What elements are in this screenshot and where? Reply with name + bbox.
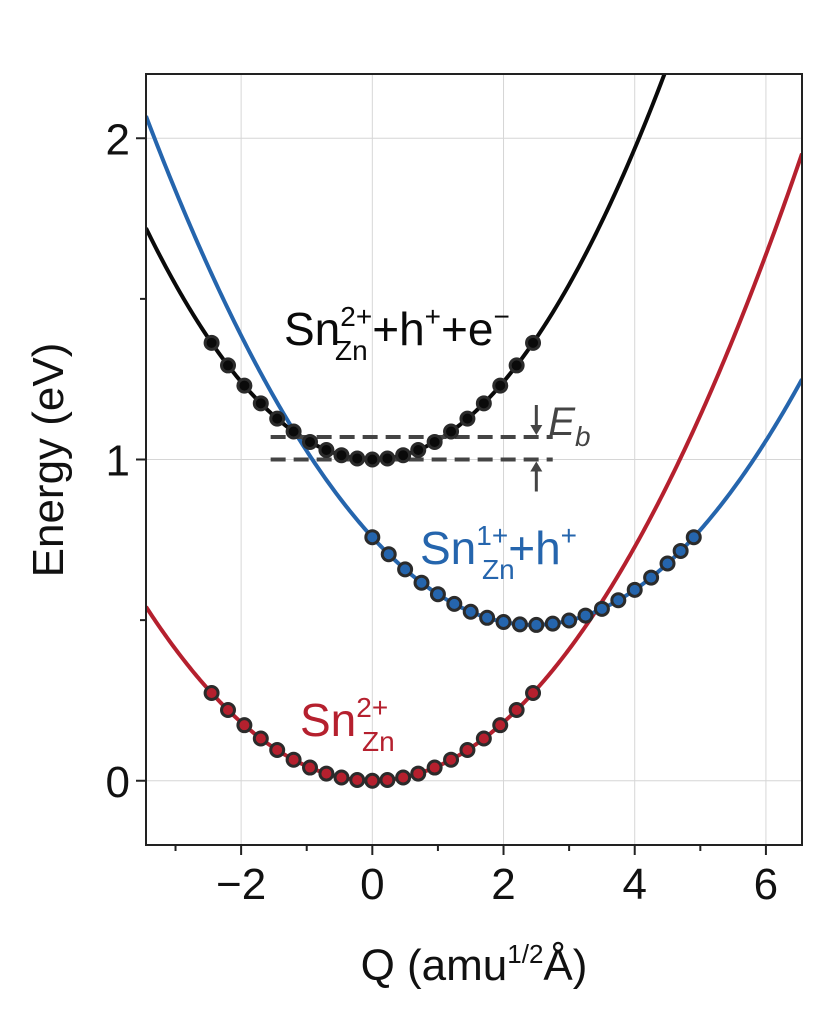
data-point-2 — [492, 377, 509, 394]
series-label-black: Sn2++h++e− — [284, 301, 510, 355]
data-point-0 — [426, 759, 443, 776]
data-point-1 — [446, 595, 463, 612]
data-point-2 — [318, 441, 335, 458]
y-tick-label: 0 — [106, 758, 130, 807]
data-point-1 — [643, 569, 660, 586]
arrow-up-head — [530, 461, 543, 472]
data-point-2 — [236, 377, 253, 394]
data-point-2 — [349, 450, 366, 467]
y-tick-label: 1 — [106, 437, 130, 486]
data-point-0 — [285, 751, 302, 768]
data-point-1 — [397, 561, 414, 578]
data-point-0 — [475, 730, 492, 747]
data-point-0 — [269, 742, 286, 759]
data-point-1 — [479, 609, 496, 626]
data-point-1 — [380, 546, 397, 563]
data-point-1 — [462, 603, 479, 620]
data-point-2 — [203, 334, 220, 351]
series-label-red-subscript: Zn — [362, 726, 395, 757]
series-label-black-subscript: Zn — [335, 335, 368, 366]
data-point-2 — [443, 423, 460, 440]
data-point-1 — [495, 613, 512, 630]
series-curve-0 — [146, 153, 802, 783]
data-point-2 — [285, 423, 302, 440]
data-point-2 — [252, 395, 269, 412]
data-point-0 — [459, 742, 476, 759]
binding-energy-symbol: E — [548, 400, 576, 444]
y-tick-label: 2 — [106, 115, 130, 164]
data-point-1 — [685, 529, 702, 546]
data-point-0 — [220, 702, 236, 719]
x-tick-label: −2 — [216, 860, 266, 909]
data-point-2 — [269, 410, 286, 427]
data-points — [203, 334, 702, 789]
data-point-1 — [561, 612, 578, 629]
data-point-0 — [443, 751, 460, 768]
data-point-0 — [364, 772, 381, 789]
data-point-2 — [395, 447, 412, 464]
series-label-blue-subscript: Zn — [482, 554, 515, 585]
data-point-2 — [525, 334, 542, 351]
data-point-0 — [318, 765, 335, 782]
data-point-1 — [672, 542, 689, 559]
data-point-1 — [528, 616, 545, 633]
data-point-2 — [508, 357, 525, 374]
data-point-1 — [511, 616, 528, 633]
series-label-blue: Sn1++h+ — [420, 520, 577, 574]
x-tick-label: 6 — [754, 860, 778, 909]
data-point-0 — [349, 771, 366, 788]
data-point-0 — [252, 730, 269, 747]
data-point-1 — [429, 586, 446, 603]
data-point-1 — [364, 529, 381, 546]
data-point-2 — [220, 357, 236, 374]
data-point-0 — [203, 685, 220, 702]
x-axis-title: Q (amu1/2Å) — [361, 939, 588, 990]
data-point-0 — [395, 769, 412, 786]
data-point-2 — [459, 410, 476, 427]
data-point-2 — [410, 441, 427, 458]
data-point-1 — [577, 607, 594, 624]
x-tick-label: 2 — [491, 860, 515, 909]
data-point-2 — [426, 433, 443, 450]
data-point-0 — [333, 769, 350, 786]
data-point-1 — [593, 600, 610, 617]
arrow-down-head — [530, 425, 543, 436]
data-point-2 — [333, 447, 350, 464]
data-point-1 — [544, 615, 561, 632]
binding-energy-subscript: b — [575, 421, 591, 452]
data-point-2 — [364, 451, 381, 468]
data-point-1 — [610, 592, 627, 609]
data-point-1 — [413, 574, 430, 591]
y-axis-title: Energy (eV) — [24, 343, 73, 578]
data-point-2 — [379, 450, 396, 467]
series-label-red: Sn2+ — [300, 692, 388, 746]
data-point-0 — [525, 685, 542, 702]
data-point-2 — [302, 433, 318, 450]
data-point-0 — [236, 717, 253, 734]
binding-energy-annotation: Eb — [270, 400, 591, 492]
data-point-0 — [410, 765, 427, 782]
x-tick-label: 0 — [360, 860, 384, 909]
data-point-2 — [475, 395, 492, 412]
data-point-1 — [659, 555, 676, 572]
data-point-0 — [508, 702, 525, 719]
data-point-0 — [379, 771, 396, 788]
data-point-0 — [302, 759, 318, 776]
data-point-0 — [492, 717, 509, 734]
data-point-1 — [626, 581, 643, 598]
binding-energy-label: Eb — [548, 400, 590, 452]
axis-ticks: −2 0 2 4 6 0 1 2 — [106, 115, 779, 909]
x-tick-label: 4 — [622, 860, 646, 909]
